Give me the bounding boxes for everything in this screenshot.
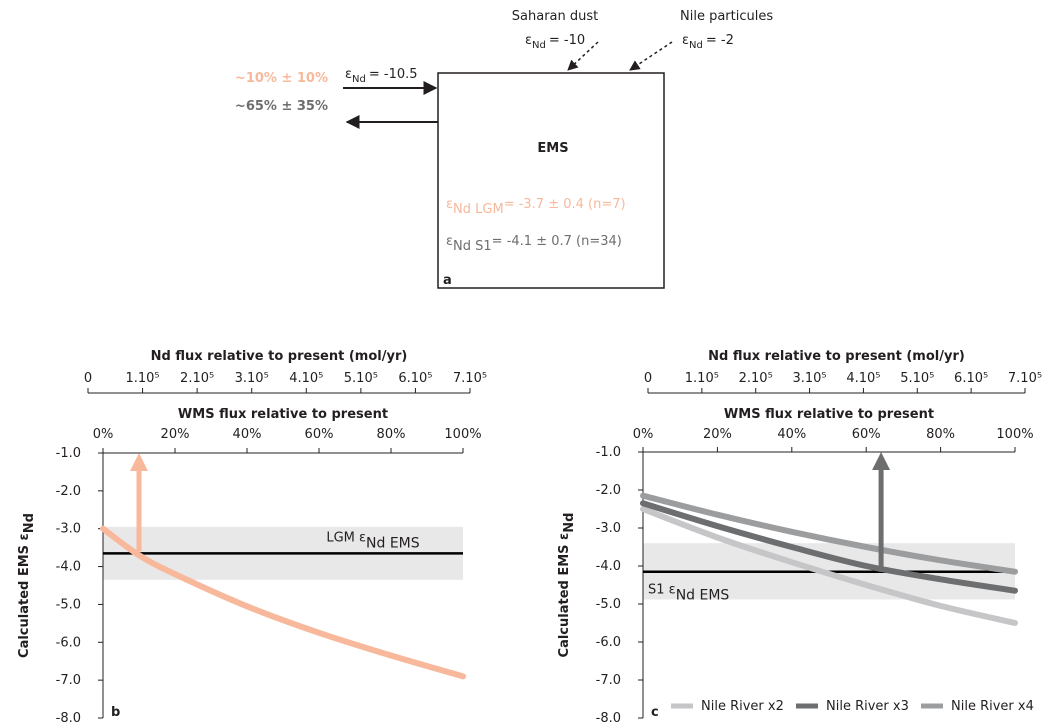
- series-line: [100, 525, 466, 680]
- y-tick-label: -7.0: [596, 673, 621, 688]
- reference-label-sub: Nd EMS: [366, 535, 420, 551]
- x-tick-label: 80%: [926, 427, 955, 442]
- reference-label: LGM εNd EMS: [326, 530, 419, 551]
- x2-tick-label: 6.10⁵: [954, 371, 988, 386]
- fraction: ~65% ± 35%: [235, 99, 328, 114]
- ems-box: [437, 72, 665, 289]
- y-tick-label: -2.0: [596, 483, 621, 498]
- source-label: Saharan dust: [512, 9, 598, 24]
- y-axis-title-text: Calculated EMS ε: [17, 533, 32, 658]
- x-tick-label: 20%: [703, 427, 732, 442]
- source-label: Nile particules: [680, 9, 773, 24]
- axis-title: WMS flux relative to present: [724, 407, 934, 422]
- fraction: ~10% ± 10%: [235, 71, 328, 86]
- y-axis-title-sub: Nd: [22, 513, 37, 533]
- y-tick-label: -4.0: [596, 559, 621, 574]
- x2-tick-label: 4.10⁵: [846, 371, 880, 386]
- y-tick-label: -3.0: [596, 521, 621, 536]
- x2-tick-label: 1.10⁵: [125, 371, 159, 386]
- panel-label: b: [111, 705, 120, 720]
- y-tick-label: -7.0: [56, 673, 81, 688]
- y-tick-label: -2.0: [56, 484, 81, 499]
- y-tick-label: -5.0: [56, 597, 81, 612]
- y-axis-title: Calculated EMS εNd: [557, 513, 577, 658]
- x-tick-label: 60%: [852, 427, 881, 442]
- arrow-head: [130, 453, 148, 471]
- y-tick-label: -1.0: [56, 446, 81, 461]
- x2-tick-label: 6.10⁵: [398, 371, 432, 386]
- inflow-value: εNd = -10.5: [345, 67, 418, 85]
- x2-tick-label: 0: [84, 371, 92, 386]
- x-tick-label: 100%: [996, 427, 1033, 442]
- x2-tick-label: 0: [644, 371, 652, 386]
- legend-label: Nile River x3: [826, 699, 909, 714]
- arrow-head: [872, 452, 891, 470]
- x-tick-label: 20%: [161, 427, 190, 442]
- x2-tick-label: 2.10⁵: [739, 371, 773, 386]
- x-tick-label: 40%: [777, 427, 806, 442]
- axis-title: Nd flux relative to present (mol/yr): [708, 349, 965, 364]
- y-axis-title: Calculated EMS εNd: [17, 513, 37, 658]
- arrow: [629, 41, 673, 71]
- axis-title: Nd flux relative to present (mol/yr): [151, 349, 408, 364]
- x2-tick-label: 5.10⁵: [900, 371, 934, 386]
- x2-tick-label: 7.10⁵: [453, 371, 487, 386]
- reference-label-text: S1 ε: [648, 583, 676, 598]
- y-tick-label: -1.0: [596, 445, 621, 460]
- x-tick-label: 0%: [633, 427, 654, 442]
- legend-label: Nile River x4: [951, 699, 1034, 714]
- x2-tick-label: 4.10⁵: [289, 371, 323, 386]
- diagram: Saharan dust εNd = -10 Nile particules εN…: [235, 9, 773, 289]
- box-value: εNd LGM= -3.7 ± 0.4 (n=7): [446, 197, 626, 217]
- x2-tick-label: 3.10⁵: [235, 371, 269, 386]
- y-tick-label: -6.0: [596, 635, 621, 650]
- y-tick-label: -8.0: [596, 711, 621, 726]
- series-line: [640, 500, 1018, 594]
- x2-tick-label: 3.10⁵: [792, 371, 826, 386]
- reference-label: S1 εNd EMS: [648, 583, 729, 604]
- axis-title: WMS flux relative to present: [178, 407, 388, 422]
- x2-tick-label: 1.10⁵: [685, 371, 719, 386]
- legend-label: Nile River x2: [701, 699, 784, 714]
- y-tick-label: -3.0: [56, 522, 81, 537]
- box-value: εNd S1= -4.1 ± 0.7 (n=34): [446, 234, 622, 254]
- y-tick-label: -4.0: [56, 560, 81, 575]
- panel-label: c: [651, 705, 659, 720]
- reference-label-text: LGM ε: [326, 530, 366, 545]
- y-tick-label: -8.0: [56, 711, 81, 726]
- y-tick-label: -5.0: [596, 597, 621, 612]
- x-tick-label: 60%: [305, 427, 334, 442]
- source-value: εNd = -10: [525, 33, 585, 51]
- x-tick-label: 0%: [93, 427, 114, 442]
- arrow: [567, 41, 599, 71]
- source-value: εNd = -2: [682, 33, 734, 51]
- box-title: EMS: [537, 141, 568, 156]
- panel-label: a: [443, 273, 452, 288]
- y-tick-label: -6.0: [56, 635, 81, 650]
- x2-tick-label: 2.10⁵: [180, 371, 214, 386]
- x2-tick-label: 7.10⁵: [1008, 371, 1042, 386]
- x-tick-label: 100%: [444, 427, 481, 442]
- y-axis-title-sub: Nd: [562, 513, 577, 533]
- y-axis-title-text: Calculated EMS ε: [557, 533, 572, 658]
- x-tick-label: 40%: [233, 427, 262, 442]
- reference-label-sub: Nd EMS: [676, 588, 730, 604]
- x2-tick-label: 5.10⁵: [344, 371, 378, 386]
- series-line: [640, 506, 1018, 626]
- series-line: [640, 492, 1018, 575]
- x-tick-label: 80%: [377, 427, 406, 442]
